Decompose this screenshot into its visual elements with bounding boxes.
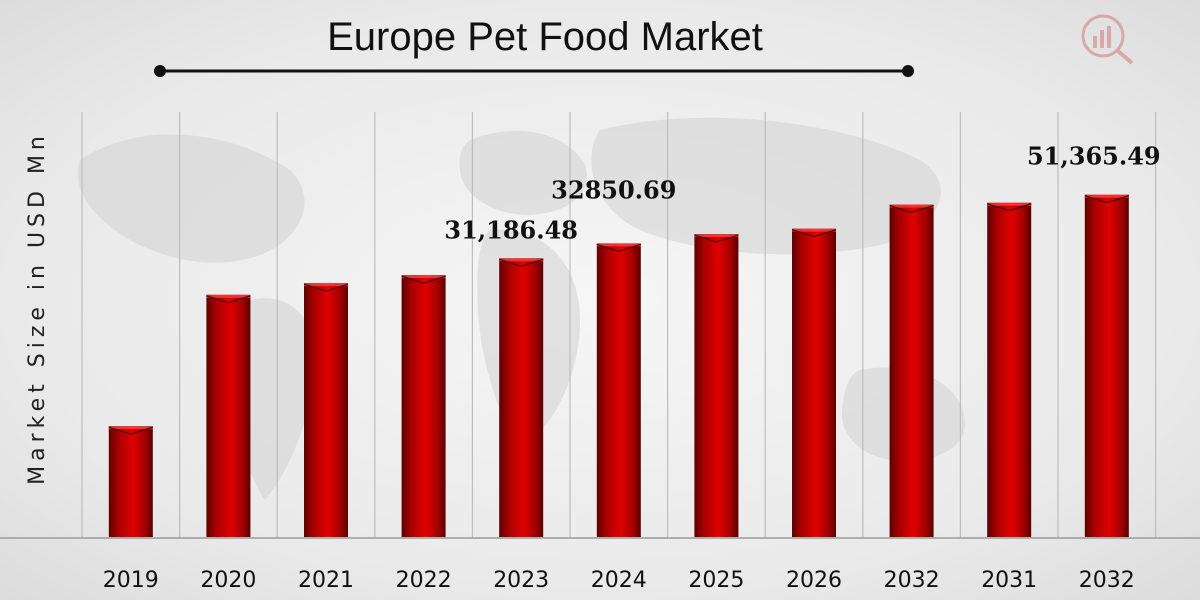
bar [401,275,446,537]
logo-icon [1081,14,1134,65]
data-labels: 31,186.48 32850.69 51,365.49 [444,142,1160,245]
bar [596,243,641,537]
x-axis-ticks: 2019 2020 2021 2022 2023 2024 2025 2026 2032 2031… [103,568,1135,593]
bar [791,228,837,537]
bar [889,204,934,537]
bar [694,234,739,538]
x-tick-label: 2026 [786,568,842,593]
bar [1084,194,1129,537]
x-tick-label: 2022 [396,568,452,593]
x-tick-label: 2032 [1079,568,1135,593]
bar [108,426,153,537]
chart-title: Europe Pet Food Market [327,15,763,59]
data-label: 32850.69 [551,175,676,204]
grid-lines [81,112,1157,538]
title-underline [154,65,914,77]
y-axis-title: Market Size in USD Mn [25,131,50,485]
x-tick-label: 2023 [493,568,549,593]
data-label: 31,186.48 [444,215,578,244]
x-tick-label: 2032 [884,568,940,593]
bar [499,258,544,537]
bars [108,194,1129,538]
bar [206,294,251,537]
x-tick-label: 2025 [688,568,744,593]
bar [303,283,349,537]
x-tick-label: 2024 [591,568,647,593]
x-tick-label: 2031 [981,568,1037,593]
data-label: 51,365.49 [1027,142,1161,171]
x-tick-label: 2021 [298,568,354,593]
x-tick-label: 2020 [200,568,256,593]
x-tick-label: 2019 [103,568,159,593]
bar [987,202,1032,538]
